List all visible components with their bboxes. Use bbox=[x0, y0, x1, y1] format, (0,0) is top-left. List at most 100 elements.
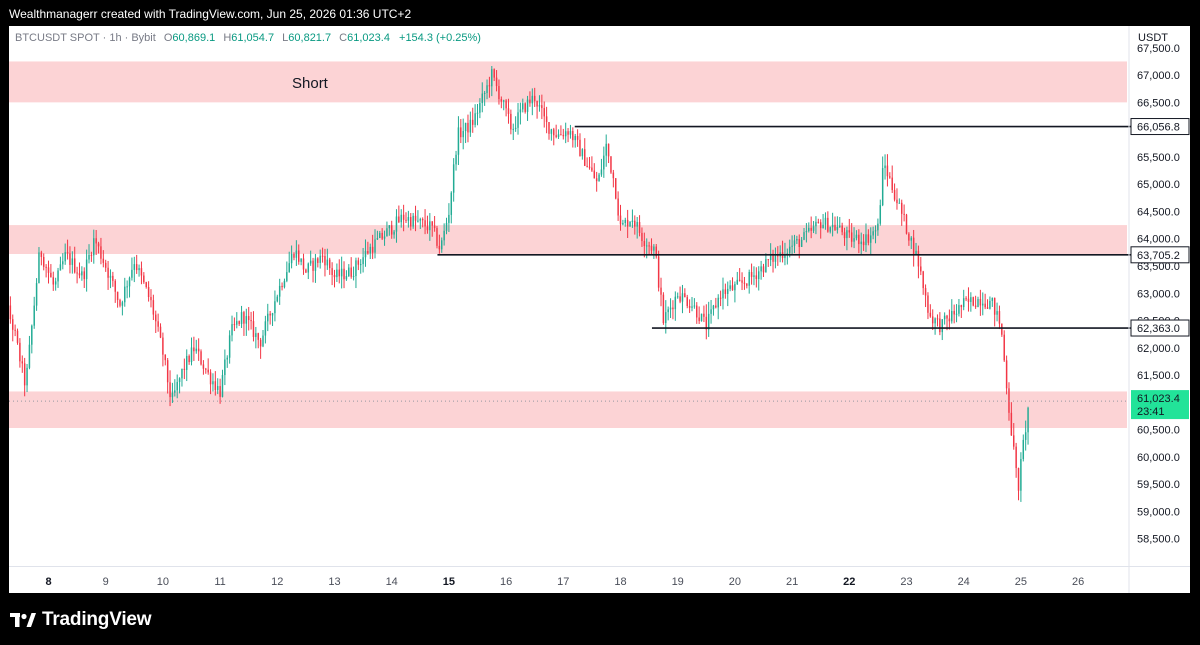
candle-body bbox=[90, 254, 93, 256]
candle-body bbox=[371, 246, 374, 253]
candle-body bbox=[114, 280, 116, 292]
candle-body bbox=[717, 297, 719, 308]
candle-body bbox=[684, 293, 686, 298]
candle-body bbox=[59, 264, 62, 271]
candle-body bbox=[390, 225, 393, 235]
candle-body bbox=[641, 232, 643, 242]
candle-body bbox=[469, 119, 472, 133]
candle-body bbox=[479, 103, 481, 113]
candle-body bbox=[445, 222, 448, 231]
chart-pane[interactable]: Short 58,500.0 59,000.0 59,500.0 60,000.0 60,… bbox=[9, 26, 1190, 593]
candle-body bbox=[1003, 334, 1005, 361]
candle-body bbox=[309, 260, 312, 264]
candle-body bbox=[400, 214, 402, 223]
candle-body bbox=[305, 269, 307, 273]
candle-body bbox=[591, 167, 593, 171]
y-tick-label: 60,500.0 bbox=[1137, 425, 1180, 437]
candle-body bbox=[715, 305, 717, 308]
level-label-box-3 bbox=[1130, 319, 1190, 337]
candle-body bbox=[793, 240, 796, 246]
candle-body bbox=[376, 238, 379, 240]
candle-body bbox=[50, 272, 52, 278]
candle-body bbox=[710, 309, 712, 314]
x-tick-label: 9 bbox=[103, 576, 109, 588]
candle-body bbox=[255, 333, 257, 337]
candle-body bbox=[545, 116, 548, 123]
candle-body bbox=[193, 347, 195, 352]
candle-body bbox=[147, 287, 150, 297]
candle-body bbox=[643, 241, 646, 247]
candle-body bbox=[657, 256, 660, 288]
candle-body bbox=[636, 222, 638, 227]
candle-body bbox=[765, 259, 767, 273]
candle-body bbox=[1015, 446, 1017, 469]
candle-body bbox=[433, 225, 436, 229]
y-tick-label: 67,500.0 bbox=[1137, 43, 1180, 55]
candle-body bbox=[786, 253, 789, 255]
candle-body bbox=[505, 100, 507, 109]
candle-body bbox=[774, 254, 777, 262]
price-chart[interactable]: Short 58,500.0 59,000.0 59,500.0 60,000.0 60,… bbox=[9, 26, 1190, 593]
candle-body bbox=[822, 224, 824, 229]
candle-body bbox=[567, 131, 569, 135]
x-tick-label: 25 bbox=[1015, 576, 1027, 588]
zone-2 bbox=[9, 225, 1127, 254]
y-tick-label: 66,500.0 bbox=[1137, 97, 1180, 109]
candle-body bbox=[317, 258, 319, 263]
candle-body bbox=[500, 99, 503, 102]
candle-body bbox=[321, 255, 324, 257]
candle-body bbox=[410, 217, 412, 227]
candle-body bbox=[891, 177, 893, 191]
currency-label: USDT bbox=[1138, 32, 1168, 44]
candle-body bbox=[576, 136, 579, 140]
candle-body bbox=[383, 236, 386, 239]
candle-body bbox=[419, 219, 422, 221]
candle-body bbox=[727, 288, 729, 294]
candle-body bbox=[519, 109, 522, 113]
candle-body bbox=[624, 219, 627, 223]
candle-body bbox=[174, 390, 176, 393]
x-tick-label: 26 bbox=[1072, 576, 1084, 588]
candle-body bbox=[247, 316, 250, 321]
candle-body bbox=[369, 246, 371, 254]
candle-body bbox=[312, 260, 314, 271]
candle-body bbox=[955, 313, 958, 315]
candle-body bbox=[9, 305, 12, 320]
candle-body bbox=[66, 252, 69, 254]
candle-body bbox=[324, 255, 326, 266]
candle-body bbox=[219, 386, 221, 397]
candle-body bbox=[164, 354, 167, 361]
candle-body bbox=[245, 316, 248, 324]
candle-body bbox=[738, 279, 741, 281]
candle-body bbox=[491, 69, 493, 87]
candle-body bbox=[76, 272, 78, 274]
candle-body bbox=[314, 258, 317, 271]
candle-body bbox=[424, 220, 426, 227]
candle-body bbox=[784, 254, 786, 259]
candle-body bbox=[42, 256, 45, 267]
candle-body bbox=[884, 165, 886, 169]
candle-body bbox=[33, 305, 35, 326]
candle-body bbox=[331, 268, 333, 275]
candle-body bbox=[924, 288, 927, 296]
candle-body bbox=[846, 230, 848, 239]
x-tick-label: 24 bbox=[958, 576, 970, 588]
candle-body bbox=[460, 127, 462, 138]
candle-body bbox=[729, 285, 731, 289]
candle-body bbox=[800, 239, 803, 247]
candle-body bbox=[119, 300, 121, 306]
candle-body bbox=[707, 313, 710, 330]
candle-body bbox=[653, 246, 655, 251]
candle-body bbox=[64, 252, 66, 262]
tradingview-logo[interactable]: TradingView bbox=[10, 609, 152, 631]
candle-body bbox=[476, 112, 479, 114]
candle-body bbox=[464, 122, 467, 131]
candle-body bbox=[896, 199, 898, 204]
candle-body bbox=[271, 313, 274, 316]
candle-body bbox=[278, 285, 281, 297]
candle-body bbox=[529, 99, 531, 104]
candle-body bbox=[998, 311, 1001, 324]
candle-body bbox=[612, 172, 615, 179]
candle-body bbox=[483, 92, 486, 94]
candle-body bbox=[879, 205, 882, 224]
